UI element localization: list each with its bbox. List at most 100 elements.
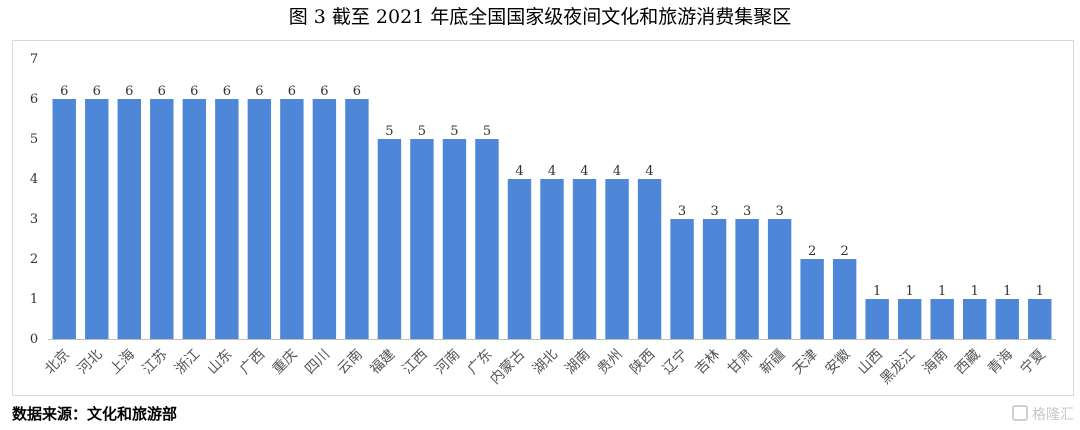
x-tick-label: 天津 [790,347,821,378]
bar [1028,299,1052,339]
data-label: 5 [483,124,491,139]
y-tick-label: 7 [30,52,38,67]
bar [995,299,1019,339]
data-label: 1 [873,284,881,299]
bar [377,139,402,339]
x-tick-label: 宁夏 [1017,346,1049,378]
data-label: 4 [613,164,621,179]
data-label: 6 [353,84,361,99]
bar-chart: 0 1 2 3 4 5 6 7 6 北京 6 河北 6 上海 6 江苏 6 浙江 6 山东 6 广西 6 重庆 6 四川 6 云南 5 福… [30,52,1056,388]
watermark: 格隆汇 [1012,404,1074,424]
bar [410,139,434,339]
watermark-text: 格隆汇 [1032,407,1074,423]
y-tick-label: 3 [30,212,38,227]
bar [540,179,564,339]
data-source-note: 数据来源：文化和旅游部 [12,405,178,423]
x-tick-label: 辽宁 [659,346,691,378]
data-label: 3 [743,204,751,219]
bar [670,219,694,339]
bar [930,299,954,339]
data-label: 6 [158,84,166,99]
bar [442,139,467,339]
x-tick-label: 江西 [400,347,431,378]
data-label: 3 [678,204,686,219]
data-label: 6 [190,84,198,99]
chart-title: 图 3 截至 2021 年底全国国家级夜间文化和旅游消费集聚区 [288,6,792,28]
data-label: 1 [906,284,914,299]
x-tick-label: 四川 [302,347,333,378]
bar [702,219,727,339]
bar [182,99,207,339]
x-tick-label: 江苏 [140,347,171,378]
x-tick-label: 山东 [205,347,236,378]
data-label: 4 [580,164,588,179]
data-label: 6 [223,84,231,99]
data-label: 6 [93,84,101,99]
y-tick-label: 5 [30,132,38,147]
x-tick-label: 内蒙古 [487,347,528,388]
x-tick-label: 云南 [335,347,366,378]
y-tick-label: 1 [30,292,38,307]
x-tick-label: 甘肃 [725,347,756,378]
bar [963,299,987,339]
x-tick-label: 西藏 [952,347,983,378]
y-tick-label: 0 [30,332,38,347]
x-tick-label: 湖北 [530,347,561,378]
data-label: 4 [645,164,653,179]
x-tick-label: 河北 [74,347,105,378]
bar [800,259,824,339]
x-tick-label: 青海 [985,347,1016,378]
bar [247,99,272,339]
data-label: 5 [418,124,426,139]
data-label: 4 [515,164,523,179]
data-label: 6 [320,84,328,99]
data-label: 5 [450,124,458,139]
y-tick-label: 2 [30,252,38,267]
x-tick-label: 贵州 [595,347,626,378]
x-tick-label: 新疆 [757,347,788,378]
x-tick-label: 安徽 [822,347,853,378]
bar [312,99,337,339]
bar [897,299,922,339]
data-label: 2 [841,244,849,259]
bar [767,219,792,339]
y-tick-label: 6 [30,92,38,107]
x-tick-label: 北京 [42,347,73,378]
bar [117,99,141,339]
data-label: 1 [971,284,979,299]
bar [507,179,532,339]
data-label: 1 [938,284,946,299]
bar [215,99,239,339]
data-label: 2 [808,244,816,259]
x-tick-label: 黑龙江 [877,347,918,388]
bar [735,219,759,339]
data-label: 1 [1036,284,1044,299]
data-label: 6 [255,84,263,99]
x-tick-label: 吉林 [692,347,723,378]
x-tick-label: 重庆 [270,347,301,378]
x-tick-label: 福建 [367,347,398,378]
y-tick-label: 4 [30,172,38,187]
data-label: 3 [775,204,783,219]
chart-frame [12,40,1074,396]
bar [150,99,174,339]
x-tick-label: 上海 [107,347,138,378]
bar [832,259,857,339]
data-label: 6 [60,84,68,99]
x-tick-label: 广西 [237,347,268,378]
data-label: 1 [1003,284,1011,299]
data-label: 5 [385,124,393,139]
x-tick-label: 浙江 [172,347,203,378]
bar [605,179,629,339]
bar [475,139,499,339]
bar [345,99,369,339]
bar [637,179,662,339]
data-label: 6 [288,84,296,99]
x-tick-label: 陕西 [627,347,658,378]
data-label: 3 [710,204,718,219]
data-label: 6 [125,84,133,99]
x-tick-label: 湖南 [562,347,593,378]
bar [865,299,889,339]
x-tick-label: 海南 [920,347,951,378]
x-tick-label: 河南 [432,347,463,378]
